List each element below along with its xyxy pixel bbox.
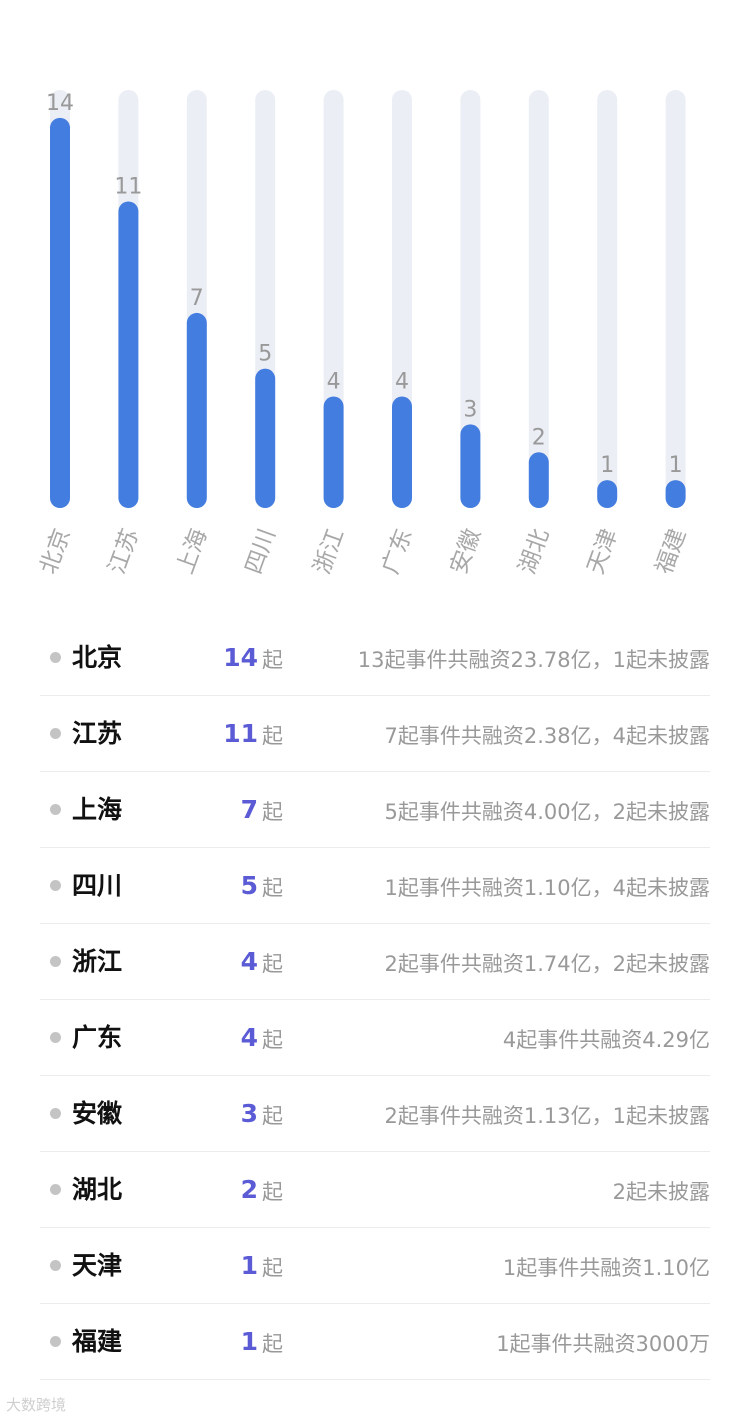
list-item: 江苏 11 起 7起事件共融资2.38亿，4起未披露	[40, 696, 710, 772]
bar-安徽	[460, 424, 481, 508]
bar-track	[597, 90, 618, 508]
list-item: 四川 5 起 1起事件共融资1.10亿，4起未披露	[40, 848, 710, 924]
financing-description: 1起事件共融资3000万	[496, 1332, 710, 1356]
bar-value-label: 2	[532, 425, 546, 450]
province-list: 北京 14 起 13起事件共融资23.78亿，1起未披露 江苏 11 起 7起事件共融资2.3…	[40, 620, 710, 1380]
financing-description: 7起事件共融资2.38亿，4起未披露	[384, 724, 710, 748]
count-unit: 起	[262, 800, 283, 824]
event-count: 7	[240, 795, 258, 824]
watermark: 大数跨境	[6, 1396, 67, 1414]
bar-value-label: 1	[600, 453, 614, 478]
bar-湖北	[528, 452, 549, 508]
bullet-dot	[50, 652, 61, 663]
event-count: 11	[223, 719, 258, 748]
event-count: 5	[240, 871, 258, 900]
financing-description: 1起事件共融资1.10亿	[502, 1256, 710, 1280]
event-count: 3	[240, 1099, 258, 1128]
count-unit: 起	[262, 952, 283, 976]
category-label: 上海	[172, 525, 212, 577]
category-label: 天津	[583, 525, 623, 577]
bullet-dot	[50, 804, 61, 815]
list-item: 湖北 2 起 2起未披露	[40, 1152, 710, 1228]
category-label: 江苏	[104, 525, 144, 577]
bar-value-label: 4	[395, 370, 409, 395]
list-item: 天津 1 起 1起事件共融资1.10亿	[40, 1228, 710, 1304]
list-item: 浙江 4 起 2起事件共融资1.74亿，2起未披露	[40, 924, 710, 1000]
event-count: 4	[240, 1023, 258, 1052]
bullet-dot	[50, 728, 61, 739]
bar-track	[460, 90, 481, 508]
count-unit: 起	[262, 1332, 283, 1356]
event-count: 1	[240, 1327, 258, 1356]
province-name: 广东	[72, 1023, 123, 1052]
province-name: 北京	[72, 643, 123, 672]
bullet-dot	[50, 956, 61, 967]
bar-北京	[50, 117, 70, 508]
category-label: 湖北	[514, 525, 554, 577]
category-label: 四川	[241, 525, 281, 577]
bar-value-label: 4	[327, 370, 341, 395]
bar-上海	[186, 312, 207, 508]
province-name: 天津	[72, 1251, 123, 1280]
bullet-dot	[50, 880, 61, 891]
financing-description: 5起事件共融资4.00亿，2起未披露	[384, 800, 710, 824]
bullet-dot	[50, 1336, 61, 1347]
list-item: 北京 14 起 13起事件共融资23.78亿，1起未披露	[40, 620, 710, 696]
financing-description: 13起事件共融资23.78亿，1起未披露	[357, 648, 710, 672]
event-count: 2	[240, 1175, 258, 1204]
category-label: 浙江	[309, 525, 349, 577]
bar-浙江	[323, 396, 344, 508]
financing-description: 4起事件共融资4.29亿	[502, 1028, 710, 1052]
bar-广东	[392, 396, 412, 508]
financing-description: 1起事件共融资1.10亿，4起未披露	[384, 876, 710, 900]
bar-value-label: 11	[114, 174, 142, 199]
financing-description: 2起事件共融资1.13亿，1起未披露	[384, 1104, 710, 1128]
province-name: 福建	[72, 1327, 123, 1356]
financing-description: 2起事件共融资1.74亿，2起未披露	[384, 952, 710, 976]
count-unit: 起	[262, 648, 283, 672]
list-item: 福建 1 起 1起事件共融资3000万	[40, 1304, 710, 1380]
bar-四川	[255, 368, 276, 508]
province-name: 安徽	[72, 1099, 123, 1128]
count-unit: 起	[262, 1256, 283, 1280]
bar-福建	[665, 480, 686, 508]
bar-value-label: 5	[258, 342, 272, 367]
list-item: 安徽 3 起 2起事件共融资1.13亿，1起未披露	[40, 1076, 710, 1152]
count-unit: 起	[262, 1028, 283, 1052]
count-unit: 起	[262, 876, 283, 900]
bar-value-label: 14	[46, 91, 74, 116]
count-unit: 起	[262, 724, 283, 748]
bar-江苏	[118, 201, 139, 508]
bullet-dot	[50, 1108, 61, 1119]
bar-天津	[597, 480, 618, 508]
event-count: 1	[240, 1251, 258, 1280]
bar-track	[665, 90, 686, 508]
bar-value-label: 1	[669, 453, 683, 478]
province-name: 湖北	[72, 1175, 123, 1204]
category-label: 福建	[651, 525, 691, 577]
category-label: 广东	[378, 525, 418, 577]
bar-chart: 14 北京 11 江苏 7 上海 5 四川 4 浙江 4 广东 3 安徽 2 湖北 1 天津 1 福建	[36, 90, 691, 578]
province-name: 江苏	[72, 719, 123, 748]
list-item: 上海 7 起 5起事件共融资4.00亿，2起未披露	[40, 772, 710, 848]
province-name: 浙江	[72, 947, 123, 976]
list-item: 广东 4 起 4起事件共融资4.29亿	[40, 1000, 710, 1076]
count-unit: 起	[262, 1104, 283, 1128]
count-unit: 起	[262, 1180, 283, 1204]
bullet-dot	[50, 1184, 61, 1195]
bar-track	[528, 90, 549, 508]
financing-description: 2起未披露	[612, 1180, 710, 1204]
category-label: 北京	[36, 525, 76, 577]
province-name: 上海	[72, 795, 123, 824]
category-label: 安徽	[446, 525, 486, 577]
bar-value-label: 7	[190, 286, 204, 311]
bullet-dot	[50, 1032, 61, 1043]
event-count: 14	[223, 643, 258, 672]
bar-value-label: 3	[463, 397, 477, 422]
bullet-dot	[50, 1260, 61, 1271]
event-count: 4	[240, 947, 258, 976]
province-name: 四川	[72, 871, 123, 900]
